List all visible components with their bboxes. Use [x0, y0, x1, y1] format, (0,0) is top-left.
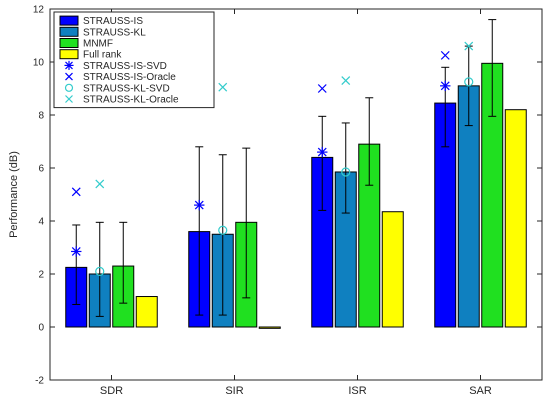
y-tick-label: 12: [33, 5, 45, 16]
legend-marker-strauss-kl-oracle: [65, 95, 73, 103]
axes-box: [49, 8, 543, 381]
x-tick-label-sar: SAR: [469, 385, 492, 397]
legend-label-strauss-is-oracle: STRAUSS-IS-Oracle: [83, 72, 176, 83]
legend-label-strauss-kl-svd: STRAUSS-KL-SVD: [83, 83, 170, 94]
marker-strauss-kl-oracle-sir: [218, 82, 228, 92]
error-bar: [195, 146, 204, 316]
marker-strauss-is-svd-sir: [194, 199, 205, 211]
x-tick-label-sdr: SDR: [100, 385, 123, 397]
marker-strauss-kl-svd-sir: [218, 225, 228, 235]
error-bar: [119, 221, 128, 304]
y-tick-label: 8: [38, 111, 44, 122]
legend-label-strauss-kl-oracle: STRAUSS-KL-Oracle: [83, 95, 179, 106]
legend-swatch-full-rank: [59, 49, 79, 60]
y-tick-label: 10: [33, 58, 45, 69]
legend-label-strauss-kl: STRAUSS-KL: [83, 27, 146, 38]
marker-stroke: [95, 179, 105, 189]
bar-full-rank-sar: [504, 109, 527, 328]
error-bar: [218, 154, 227, 316]
marker-stroke: [464, 41, 474, 51]
marker-strauss-kl-svd-sdr: [95, 266, 105, 276]
y-tick-label: -2: [35, 376, 44, 387]
y-tick-label: 6: [38, 164, 44, 175]
marker-strauss-kl-svd-isr: [341, 167, 351, 177]
x-tick-label-sir: SIR: [225, 385, 243, 397]
marker-strauss-is-svd-isr: [317, 146, 328, 158]
bar-full-rank-sdr: [135, 296, 158, 328]
legend-marker-strauss-is-svd: [64, 60, 74, 70]
marker-strauss-is-oracle-sdr: [71, 187, 81, 197]
marker-strauss-is-svd-sar: [440, 80, 451, 92]
error-bar: [242, 147, 251, 299]
marker-strauss-kl-oracle-isr: [341, 76, 351, 85]
legend-label-strauss-is-svd: STRAUSS-IS-SVD: [83, 61, 167, 72]
marker-strauss-is-oracle-isr: [317, 84, 327, 93]
error-bar: [365, 97, 374, 186]
legend-marker-strauss-is-oracle: [65, 72, 73, 81]
legend-label-strauss-is: STRAUSS-IS: [83, 16, 143, 27]
legend-label-mnmf: MNMF: [83, 39, 113, 50]
markers-layer: [71, 41, 474, 276]
marker-strauss-is-oracle-sar: [440, 50, 450, 60]
y-tick-label: 0: [38, 323, 44, 334]
legend-swatch-strauss-is: [59, 15, 79, 26]
marker-circle: [95, 266, 105, 276]
marker-stroke: [317, 84, 327, 93]
bars-layer: [65, 62, 527, 329]
error-bar: [95, 221, 104, 317]
marker-stroke: [341, 76, 351, 85]
y-tick-label: 2: [38, 270, 44, 281]
marker-stroke: [71, 187, 81, 197]
marker-circle: [341, 167, 351, 177]
error-bar: [488, 19, 497, 117]
marker-strauss-kl-oracle-sdr: [95, 179, 105, 189]
marker-stroke: [440, 50, 450, 60]
marker-circle: [464, 77, 474, 87]
marker-circle: [218, 225, 228, 235]
legend-label-full-rank: Full rank: [83, 50, 122, 61]
bar-full-rank-sir: [258, 326, 281, 329]
error-bar: [318, 115, 327, 211]
marker-stroke: [65, 95, 73, 103]
error-bar: [72, 224, 81, 305]
legend-swatch-strauss-kl: [59, 26, 79, 37]
x-tick-label-isr: ISR: [348, 385, 366, 397]
marker-circle: [64, 83, 74, 92]
y-tick-label: 4: [38, 217, 44, 228]
ticks-layer: -2 0 2 4 6 8 10 12 SDR SIR ISR SAR: [33, 5, 542, 397]
error-bar: [441, 66, 450, 148]
y-axis-label: Performance (dB): [8, 151, 20, 238]
legend-marker-strauss-kl-svd: [64, 83, 74, 92]
marker-strauss-kl-oracle-sar: [464, 41, 474, 51]
bar-full-rank-isr: [381, 211, 404, 328]
marker-stroke: [218, 82, 228, 92]
marker-strauss-is-svd-sdr: [71, 246, 82, 257]
marker-stroke: [65, 72, 73, 81]
legend-box: [53, 11, 215, 109]
legend-swatch-mnmf: [59, 38, 79, 48]
marker-strauss-kl-svd-sar: [464, 77, 474, 87]
